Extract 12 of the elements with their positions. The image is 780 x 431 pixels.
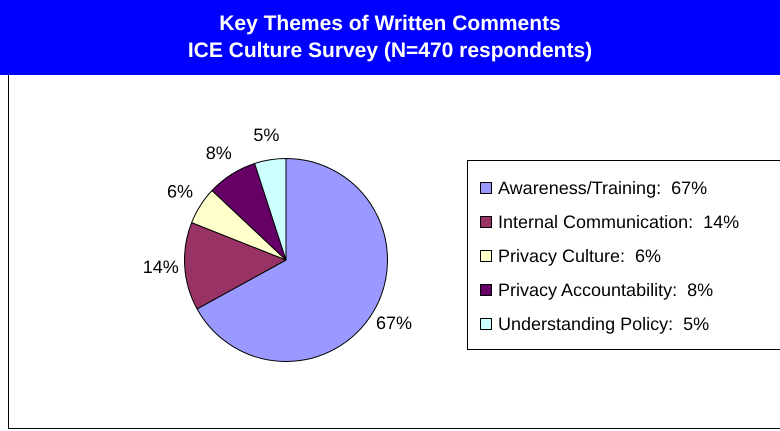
chart-title: Key Themes of Written Comments — [218, 11, 562, 37]
data-label: 14% — [142, 256, 179, 277]
data-label: 8% — [206, 143, 232, 164]
legend-label: Awareness/Training: 67% — [498, 178, 708, 198]
legend-label: Internal Communication: 14% — [498, 212, 740, 232]
data-label: 6% — [167, 182, 194, 202]
legend-label: Understanding Policy: 5% — [498, 314, 710, 334]
legend-label: Privacy Culture: 6% — [498, 246, 662, 266]
legend-label: Privacy Accountability: 8% — [498, 280, 714, 300]
chart-subtitle: ICE Culture Survey (N=470 respondents) — [186, 38, 594, 64]
data-label: 5% — [253, 125, 280, 146]
data-label: 67% — [376, 312, 412, 333]
